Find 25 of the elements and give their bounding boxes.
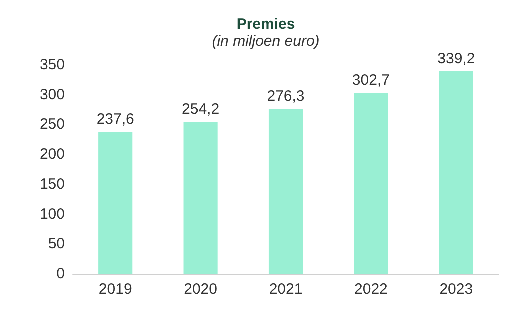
data-label: 254,2: [182, 101, 220, 118]
data-label: 302,7: [352, 72, 390, 90]
y-tick-label: 250: [40, 116, 65, 134]
y-tick-label: 100: [40, 206, 65, 223]
y-tick-label: 150: [40, 176, 65, 193]
data-label: 339,2: [438, 50, 476, 68]
y-tick-label: 0: [56, 266, 65, 282]
y-tick-label: 350: [40, 56, 65, 74]
bar: [184, 122, 218, 274]
bar: [439, 71, 474, 274]
chart-subtitle: (in miljoen euro): [212, 33, 320, 50]
y-tick-label: 50: [48, 236, 65, 253]
data-label: 276,3: [267, 88, 305, 106]
data-label: 237,6: [96, 111, 134, 128]
x-tick-label: 2019: [98, 281, 132, 298]
y-tick-label: 200: [40, 146, 65, 164]
x-tick-label: 2022: [354, 281, 388, 298]
bar: [268, 109, 304, 274]
x-tick-label: 2021: [269, 281, 303, 298]
x-tick-label: 2023: [440, 281, 474, 298]
x-tick-label: 2020: [184, 281, 218, 298]
bar: [98, 132, 133, 274]
bar: [354, 93, 388, 274]
y-tick-label: 300: [40, 86, 65, 104]
chart-title: Premies: [236, 16, 296, 33]
